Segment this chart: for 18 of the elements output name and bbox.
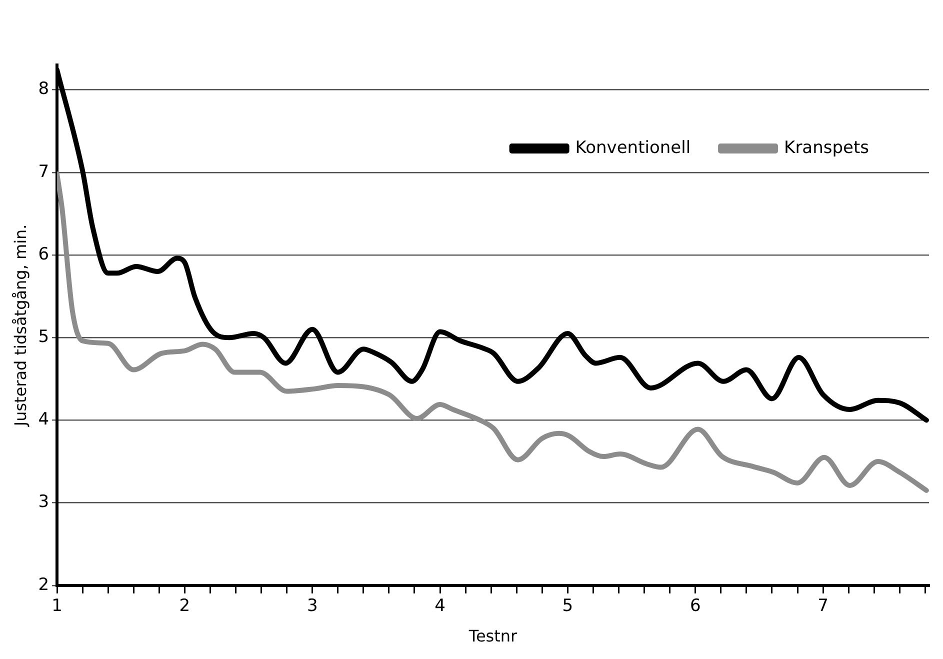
- x-tick-label: 5: [562, 596, 574, 616]
- x-axis-title: Testnr: [468, 626, 518, 646]
- y-tick-label: 6: [38, 244, 50, 264]
- y-tick-label: 4: [38, 410, 50, 430]
- y-axis-title: Justerad tidsåtgång, min.: [10, 224, 30, 428]
- y-tick-label: 3: [38, 492, 50, 512]
- x-tick-label: 1: [52, 596, 62, 616]
- y-tick-label: 2: [38, 574, 50, 595]
- x-tick-label: 6: [690, 596, 701, 616]
- y-tick-label: 5: [38, 327, 50, 348]
- legend-label: Kranspets: [784, 138, 870, 158]
- x-tick-label: 2: [179, 596, 190, 616]
- x-tick-label: 7: [818, 596, 828, 616]
- x-tick-label: 4: [434, 596, 446, 616]
- y-tick-label: 7: [38, 162, 50, 182]
- legend-label: Konventionell: [575, 138, 691, 158]
- y-tick-label: 8: [38, 79, 50, 100]
- x-tick-label: 3: [306, 596, 318, 616]
